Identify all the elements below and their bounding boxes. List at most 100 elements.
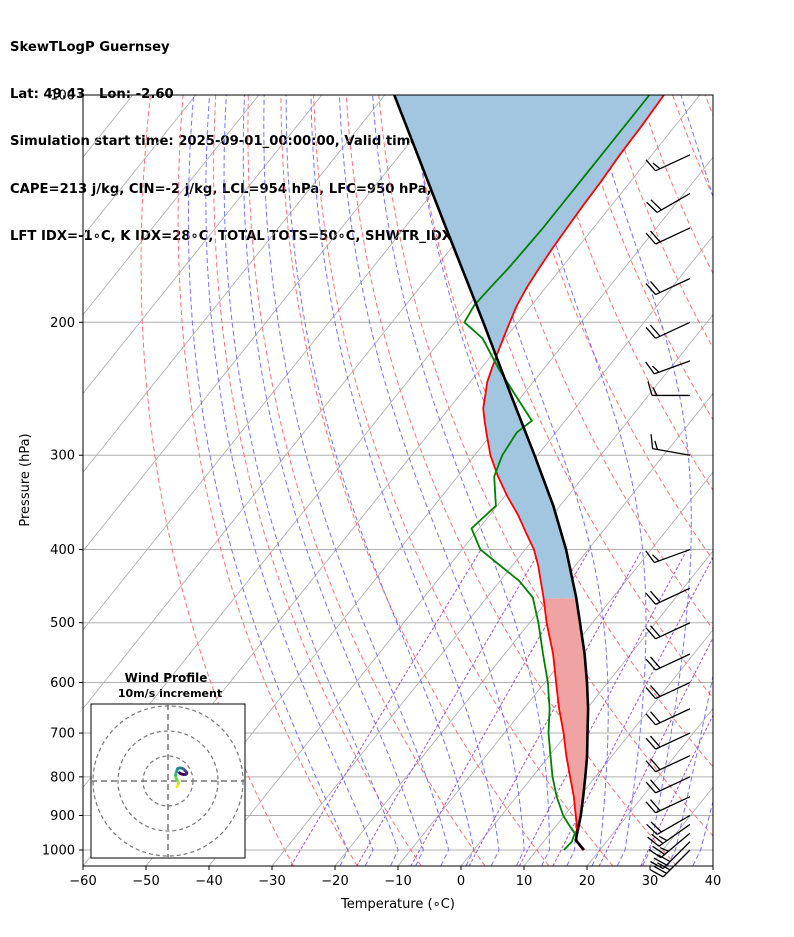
dry-adiabat (606, 95, 713, 349)
wind-barb (650, 434, 691, 456)
wind-barb-shaft (654, 548, 691, 564)
wind-barb-flag (650, 799, 661, 812)
hodograph: Wind Profile 10m/s increment (90, 671, 246, 859)
y-tick-label: 900 (50, 809, 75, 824)
mixing-ratio-line (640, 714, 713, 866)
wind-barb-flag (650, 199, 662, 211)
hodograph-segment (178, 771, 182, 775)
wind-barb-flag (645, 713, 657, 726)
wind-barb-flag (650, 281, 661, 293)
dry-adiabat (313, 95, 614, 866)
wind-barb-flag (645, 627, 657, 640)
y-tick-label: 200 (50, 316, 75, 331)
mixing-ratio-line (552, 556, 713, 866)
wind-barb (646, 814, 691, 836)
wind-barb-shaft (655, 321, 691, 339)
wind-barb (645, 653, 691, 671)
wind-barb-flag (645, 592, 657, 605)
isotherm (776, 95, 794, 866)
wind-barb-flag (645, 658, 657, 671)
wind-barb-flag (654, 440, 659, 450)
wind-barb-shaft (655, 776, 691, 794)
wind-barb-flag (646, 823, 658, 835)
isotherm (83, 95, 260, 316)
dry-adiabat (672, 95, 713, 198)
wind-barb-flag (658, 835, 668, 842)
title-location: Lat: 49.43 Lon: -2.60 (10, 86, 174, 102)
wind-barb (646, 192, 691, 213)
wind-barb-shaft (656, 192, 691, 213)
wind-barb-shaft (655, 587, 691, 605)
wind-barb-flag (647, 381, 653, 396)
moist-adiabat (242, 95, 424, 866)
dry-adiabat (345, 95, 678, 866)
dry-adiabat (541, 95, 713, 492)
y-tick-label: 800 (50, 770, 75, 785)
wind-barb-flag (652, 162, 661, 170)
wind-barb-flag (650, 711, 661, 724)
title-station: SkewTLogP Guernsey (10, 39, 170, 55)
moist-adiabat (338, 95, 525, 866)
mixing-ratio-line (468, 549, 643, 866)
isotherm (712, 865, 713, 866)
moist-adiabat (263, 95, 450, 866)
dry-adiabat (574, 95, 713, 421)
x-tick-label: −10 (384, 874, 411, 889)
y-tick-label: 100 (50, 89, 75, 104)
parcel-line (393, 95, 590, 851)
wind-barb-flag (645, 687, 657, 699)
temperature-line (482, 95, 665, 851)
wind-barb (645, 587, 691, 605)
wind-barb (645, 796, 691, 814)
wind-barb-shaft (655, 708, 691, 726)
wind-barb-flag (652, 387, 658, 396)
wind-barb-shaft (662, 841, 691, 870)
x-tick-label: 40 (705, 874, 722, 889)
moist-adiabat (285, 95, 475, 866)
y-tick-label: 400 (50, 543, 75, 558)
x-tick-label: 20 (579, 874, 596, 889)
wind-barb-shaft (660, 832, 691, 859)
x-tick-label: −60 (69, 874, 96, 889)
wind-barb-flag (652, 845, 666, 855)
moist-adiabat (205, 95, 374, 866)
wind-barb-shaft (655, 796, 691, 814)
isotherm (83, 95, 197, 237)
wind-barb (645, 732, 691, 750)
cape-cin-shading (394, 95, 664, 834)
wind-barb-flag (648, 848, 662, 859)
moist-adiabat (692, 799, 713, 866)
wind-barb-flag (650, 590, 661, 603)
x-tick-label: 0 (457, 874, 465, 889)
wind-barb (645, 755, 691, 773)
wind-barb (647, 381, 690, 397)
wind-barb-flag (657, 853, 671, 863)
x-tick-label: −40 (195, 874, 222, 889)
wind-barb-shaft (655, 154, 691, 172)
wind-barb-flag (650, 869, 664, 878)
y-tick-label: 300 (50, 449, 75, 464)
wind-barb-flag (650, 779, 661, 792)
y-tick-label: 500 (50, 616, 75, 631)
wind-barb (645, 277, 691, 296)
wind-barb-shaft (656, 814, 691, 836)
wind-barb-flag (650, 860, 664, 870)
wind-barb-flag (645, 760, 657, 773)
hodograph-title: Wind Profile (125, 671, 208, 685)
y-axis-label: Pressure (hPa) (18, 433, 33, 526)
wind-barb (645, 681, 691, 700)
profiles (393, 95, 665, 851)
y-tick-label: 600 (50, 676, 75, 691)
dry-adiabat (378, 95, 713, 837)
wind-barb (645, 622, 691, 640)
moist-adiabat (516, 95, 647, 866)
hodograph-subtitle: 10m/s increment (118, 687, 222, 700)
isotherm (83, 95, 512, 631)
isotherm (0, 95, 70, 866)
wind-barb-shaft (662, 849, 691, 878)
wind-barb (645, 227, 691, 245)
wind-barb (645, 548, 691, 564)
wind-barb-flag (651, 365, 660, 373)
wind-barb-flag (645, 326, 657, 339)
